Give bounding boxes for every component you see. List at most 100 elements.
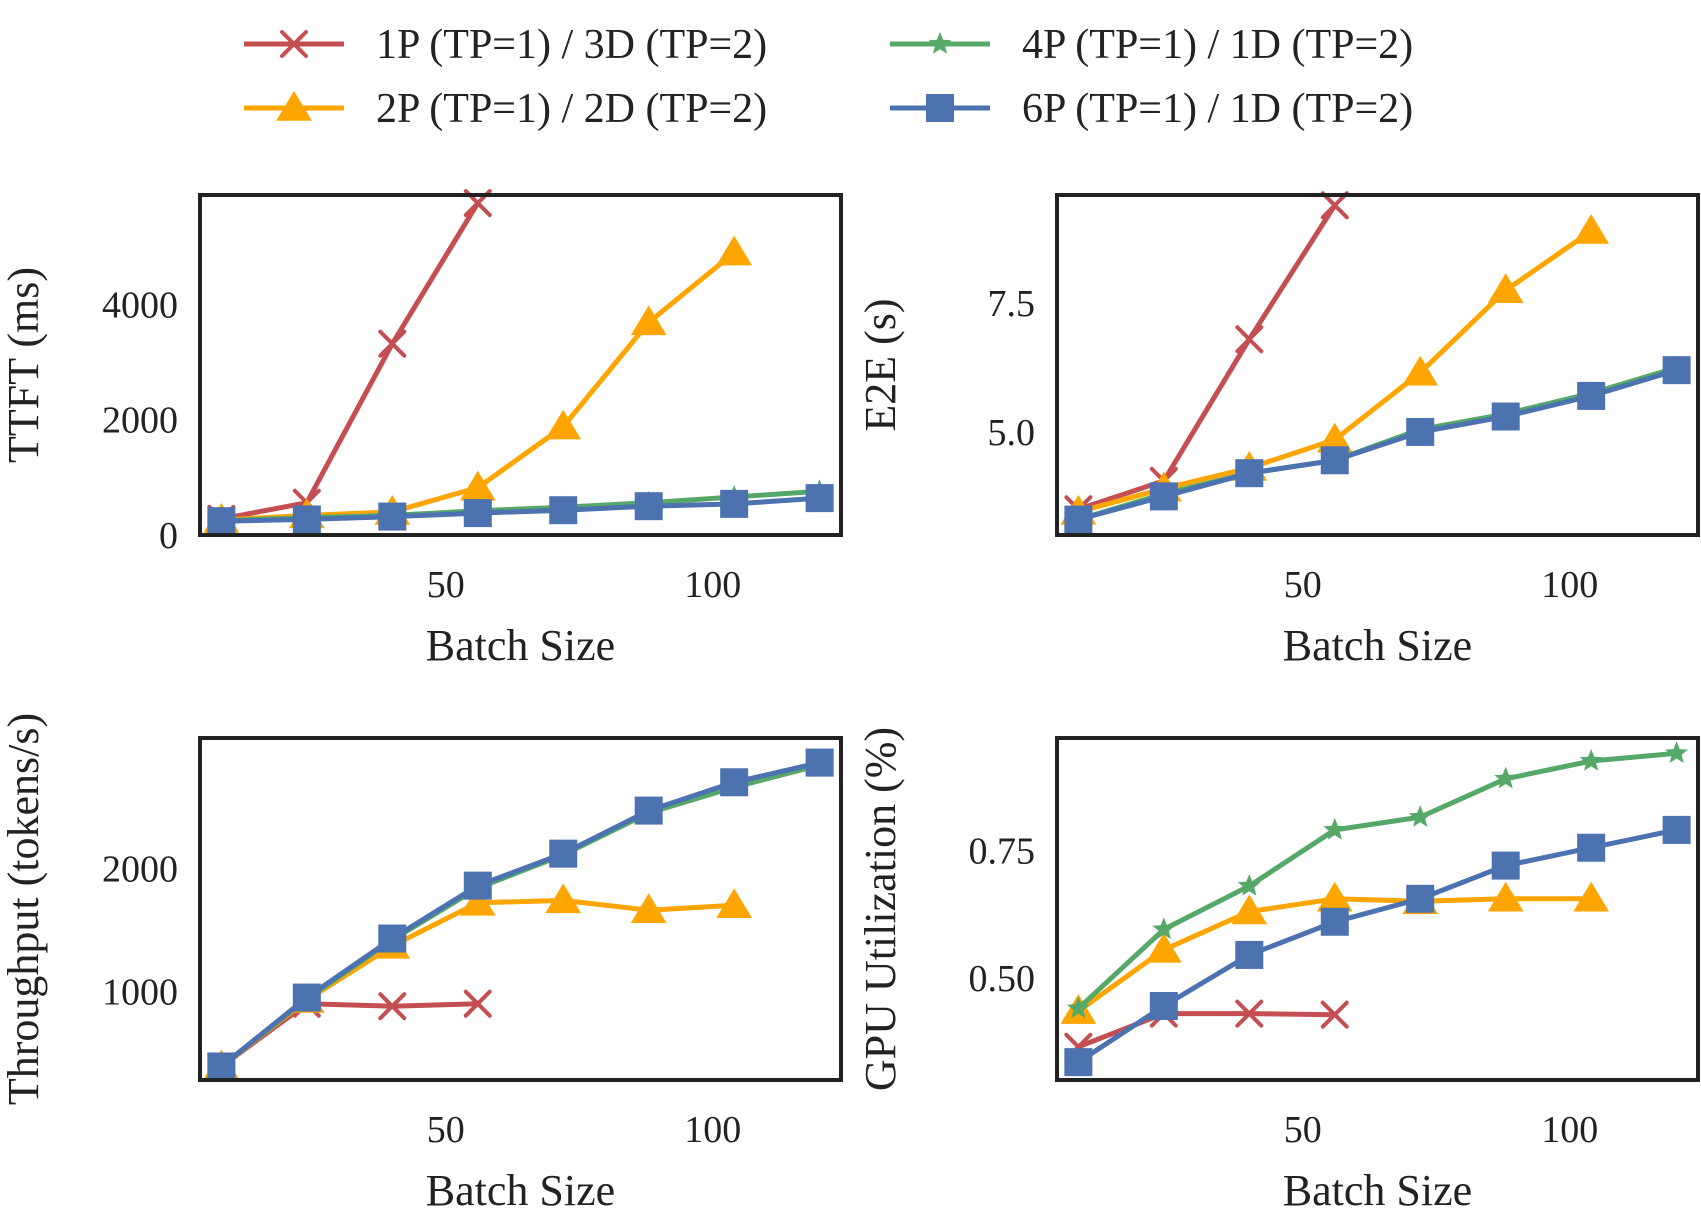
data-point (1406, 417, 1435, 446)
series-1p-tp-1-3d-tp-2 (1064, 191, 1349, 524)
data-point (459, 885, 496, 916)
series-line (218, 200, 481, 522)
y-tick-label: 2000 (102, 848, 178, 890)
series-line (218, 897, 737, 1069)
data-point (630, 893, 667, 923)
series-line (1075, 827, 1680, 1065)
series-6p-tp-1-1d-tp-2 (1064, 815, 1691, 1077)
data-point (1491, 402, 1520, 431)
series-line (218, 495, 823, 524)
y-tick-label: 0.50 (969, 958, 1036, 1000)
data-point (378, 329, 407, 358)
data-point (1494, 766, 1518, 789)
legend-entry-4p-tp-1-1d-tp-2: 4P (TP=1) / 1D (TP=2) (890, 22, 1413, 68)
legend-marker-star (928, 32, 952, 54)
data-point (1491, 851, 1520, 880)
data-point (1320, 446, 1349, 475)
axes-frame (198, 736, 843, 1082)
data-point (634, 796, 663, 825)
series-1p-tp-1-3d-tp-2 (207, 989, 492, 1081)
data-point (1067, 996, 1090, 1019)
series-6p-tp-1-1d-tp-2 (1064, 356, 1691, 534)
data-point (1408, 805, 1432, 827)
legend-marker-x (280, 30, 308, 58)
data-point (1320, 1000, 1349, 1029)
y-tick-label: 7.5 (988, 283, 1036, 325)
data-point (1231, 894, 1268, 925)
series-6p-tp-1-1d-tp-2 (207, 484, 834, 536)
data-point (1573, 214, 1610, 244)
series-4p-tp-1-1d-tp-2 (1067, 741, 1688, 1019)
data-point (292, 983, 321, 1012)
data-point (463, 989, 492, 1018)
x-tick-label: 100 (684, 564, 741, 606)
x-axis-label: Batch Size (426, 1166, 615, 1215)
series-2p-tp-1-2d-tp-2 (1060, 881, 1610, 1024)
y-tick-label: 0 (159, 515, 178, 557)
data-point (1235, 325, 1264, 354)
x-tick-label: 50 (427, 1109, 465, 1151)
data-point (1235, 459, 1264, 488)
data-point (805, 748, 834, 777)
legend: 1P (TP=1) / 3D (TP=2) 2P (TP=1) / 2D (TP=… (244, 22, 1413, 132)
data-point (549, 839, 578, 868)
data-point (1316, 881, 1353, 912)
data-point (1237, 874, 1261, 896)
data-point (1662, 815, 1691, 844)
data-point (1149, 482, 1178, 511)
data-point (1235, 999, 1264, 1028)
x-axis-label: Batch Size (426, 621, 615, 670)
x-tick-label: 100 (684, 1109, 741, 1151)
data-point (459, 470, 496, 501)
series-line (1075, 202, 1338, 512)
series-line (1075, 367, 1680, 522)
y-axis-label: GPU Utilization (%) (856, 727, 905, 1091)
data-point (378, 924, 407, 953)
panel-bottom-right: 50 100 0.50 0.75 Batch Size GPU Utilization (… (856, 727, 1700, 1215)
x-tick-label: 100 (1541, 1109, 1598, 1151)
data-point (463, 871, 492, 900)
data-point (1573, 881, 1610, 912)
panel-bottom-left: 50 100 1000 2000 Batch Size Throughput (token… (0, 713, 843, 1215)
x-tick-label: 50 (1284, 1109, 1322, 1151)
data-point (1323, 817, 1347, 840)
data-point (292, 505, 321, 534)
data-point (716, 235, 753, 266)
legend-label: 4P (TP=1) / 1D (TP=2) (1022, 22, 1413, 68)
legend-label: 2P (TP=1) / 2D (TP=2) (376, 86, 767, 132)
data-point (805, 484, 834, 513)
data-point (463, 499, 492, 528)
series-6p-tp-1-1d-tp-2 (207, 748, 834, 1081)
legend-entry-6p-tp-1-1d-tp-2: 6P (TP=1) / 1D (TP=2) (890, 86, 1413, 132)
x-tick-label: 50 (427, 564, 465, 606)
axes-frame (1055, 193, 1700, 537)
series-2p-tp-1-2d-tp-2 (203, 883, 753, 1080)
y-axis-label: TTFT (ms) (0, 267, 48, 463)
data-point (1145, 932, 1182, 963)
series-line (1075, 750, 1680, 1011)
series-line (1075, 1011, 1338, 1050)
data-point (549, 496, 578, 525)
data-point (1577, 381, 1606, 410)
series-2p-tp-1-2d-tp-2 (203, 235, 753, 533)
data-point (1320, 191, 1349, 220)
data-point (634, 492, 663, 521)
data-point (720, 489, 749, 518)
data-point (1577, 833, 1606, 862)
legend-label: 6P (TP=1) / 1D (TP=2) (1022, 86, 1413, 132)
panel-top-right: 50 100 5.0 7.5 Batch Size E2E (s) (856, 191, 1700, 670)
y-tick-label: 2000 (102, 400, 178, 442)
data-point (1406, 884, 1435, 913)
x-axis-label: Batch Size (1283, 621, 1472, 670)
x-tick-label: 100 (1541, 564, 1598, 606)
y-tick-label: 0.75 (969, 830, 1036, 872)
y-axis-label: E2E (s) (856, 298, 905, 431)
data-point (1579, 749, 1603, 771)
y-axis-label: Throughput (tokens/s) (0, 713, 48, 1105)
x-axis-label: Batch Size (1283, 1166, 1472, 1215)
data-point (207, 507, 236, 536)
data-point (1316, 422, 1353, 453)
legend-marker-square (926, 94, 954, 122)
data-point (1402, 355, 1439, 386)
